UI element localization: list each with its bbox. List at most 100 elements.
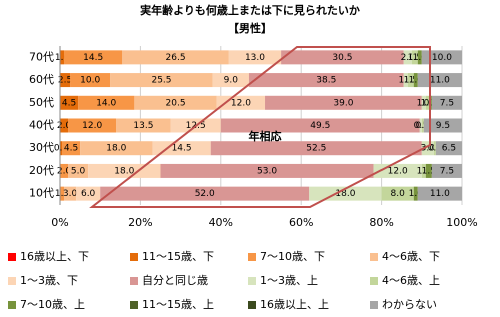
value-label: 1.0 — [421, 98, 436, 108]
bar-segment — [68, 118, 117, 133]
legend-label: 4～6歳、下 — [382, 250, 440, 263]
legend-label: わからない — [382, 298, 437, 311]
value-label: 26.5 — [166, 53, 186, 63]
value-label: 2.0 — [401, 53, 416, 63]
value-label: 2.0 — [57, 121, 72, 131]
value-label: 1.0 — [417, 98, 432, 108]
bar-segment — [110, 73, 213, 88]
legend-label: 7～10歳、上 — [20, 298, 85, 311]
bar-segment — [425, 95, 430, 110]
value-label: 0.5 — [414, 121, 428, 131]
bar-segment — [122, 50, 229, 65]
bar-segment — [60, 95, 79, 110]
legend-label: 16歳以上、上 — [260, 298, 329, 311]
value-label: 9.0 — [224, 76, 239, 86]
x-tick-label: 60% — [289, 216, 313, 229]
x-tick-label: 20% — [128, 216, 152, 229]
value-label: 6.5 — [442, 144, 456, 154]
legend-label: 1～3歳、下 — [20, 274, 78, 287]
value-label: 12.0 — [388, 166, 408, 176]
legend-swatch — [248, 301, 256, 309]
value-label: 2.5 — [58, 76, 72, 86]
bar-segment — [421, 95, 426, 110]
bar-segment — [210, 141, 422, 156]
legend-label: 4～6歳、上 — [382, 274, 440, 287]
value-label: 3.0 — [421, 144, 436, 154]
value-label: 10.0 — [80, 76, 100, 86]
bar-segment — [423, 118, 462, 133]
bar-segment — [421, 163, 426, 178]
value-label: 1.5 — [422, 166, 436, 176]
value-label: 7.5 — [440, 166, 454, 176]
value-label: 4.5 — [64, 144, 78, 154]
legend-swatch — [370, 277, 378, 285]
value-label: 1.0 — [417, 166, 432, 176]
legend-swatch — [8, 301, 16, 309]
chart-subtitle: 【男性】 — [228, 21, 272, 35]
legend-swatch — [248, 277, 256, 285]
value-label: 18.0 — [106, 144, 126, 154]
legend-label: 自分と同じ歳 — [142, 274, 208, 287]
y-tick-label: 60代 — [29, 73, 54, 86]
bar-segment — [70, 73, 111, 88]
bar-segment — [228, 50, 282, 65]
bar-segment — [160, 163, 374, 178]
bar-segment — [435, 141, 462, 156]
value-label: 4.5 — [62, 98, 76, 108]
value-label: 13.0 — [245, 53, 265, 63]
value-label: 20.5 — [166, 98, 186, 108]
bar-segment — [403, 73, 408, 88]
value-label: 53.0 — [257, 166, 277, 176]
value-label: 3.0 — [63, 189, 78, 199]
bar-segment — [60, 163, 69, 178]
value-label: 38.5 — [316, 76, 336, 86]
bar-segment — [60, 186, 65, 201]
bar-segment — [60, 73, 71, 88]
legend-swatch — [130, 277, 138, 285]
value-label: 7.5 — [440, 98, 454, 108]
bar-segment — [212, 73, 249, 88]
bar-segment — [64, 186, 77, 201]
value-label: 18.0 — [114, 166, 134, 176]
value-label: 18.0 — [335, 189, 355, 199]
value-label: 52.5 — [306, 144, 326, 154]
legend-label: 16歳以上、下 — [20, 250, 89, 263]
legend-swatch — [8, 277, 16, 285]
bar-segment — [381, 186, 414, 201]
x-tick-label: 80% — [369, 216, 393, 229]
value-label: 52.0 — [195, 189, 215, 199]
bar-segment — [116, 118, 171, 133]
bar-segment — [248, 73, 404, 88]
value-label: 14.5 — [172, 144, 192, 154]
bar-segment — [407, 73, 414, 88]
bar-segment — [281, 50, 404, 65]
bar-segment — [403, 50, 412, 65]
bar-segment — [413, 186, 418, 201]
bar-segment — [152, 141, 211, 156]
y-tick-label: 70代 — [29, 50, 54, 63]
y-tick-label: 30代 — [29, 141, 54, 154]
value-label: 1.0 — [409, 189, 424, 199]
y-tick-label: 20代 — [29, 164, 54, 177]
bar-segment — [60, 118, 69, 133]
value-label: 1.0 — [399, 76, 414, 86]
value-label: 1.0 — [413, 53, 428, 63]
legend-label: 1～3歳、上 — [260, 274, 318, 287]
legend-swatch — [370, 253, 378, 261]
value-label: 25.5 — [151, 76, 171, 86]
bar-segment — [431, 163, 462, 178]
value-label: 11.0 — [430, 189, 450, 199]
legend-swatch — [370, 301, 378, 309]
value-label: 14.5 — [83, 53, 103, 63]
value-label: 1.0 — [55, 189, 70, 199]
y-tick-label: 10代 — [29, 187, 54, 200]
value-label: 39.0 — [333, 98, 353, 108]
value-label: 8.0 — [391, 189, 406, 199]
bar-segment — [411, 50, 418, 65]
bar-segment — [64, 50, 123, 65]
bar-segment — [134, 95, 217, 110]
value-label: 49.5 — [310, 121, 330, 131]
bar-segment — [417, 186, 462, 201]
bar-segment — [100, 186, 310, 201]
